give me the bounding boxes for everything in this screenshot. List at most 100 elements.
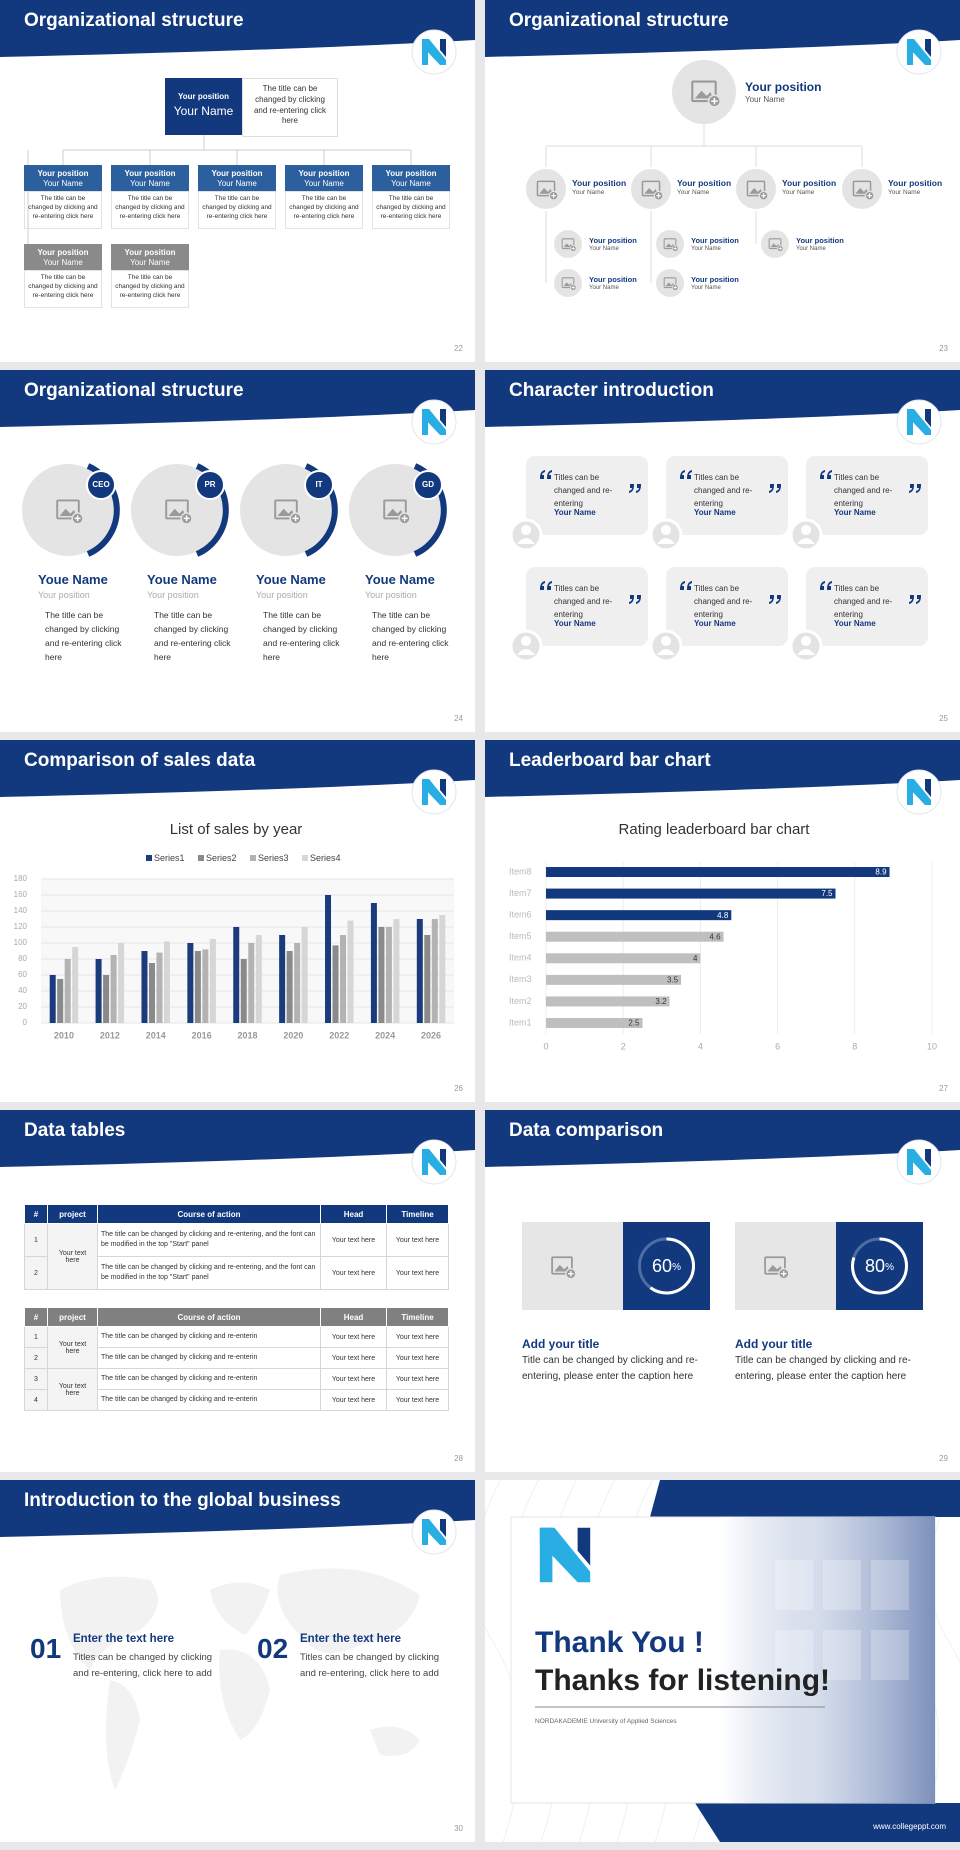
ring-label: 80% xyxy=(865,1256,894,1276)
timeline-cell: Your text here xyxy=(386,1389,449,1411)
bar xyxy=(439,915,446,1023)
table-row: 4 The title can be changed by clicking an… xyxy=(24,1389,449,1411)
thanks-title: Thank You ! xyxy=(535,1626,704,1659)
card xyxy=(806,456,928,535)
slide: 60% 80% Data comparison 29 Add your title Tit… xyxy=(485,1110,960,1472)
photo xyxy=(721,1517,935,1803)
timeline-cell: Your text here xyxy=(386,1368,449,1390)
sub-name: Your Name xyxy=(589,285,619,291)
header-cell: # xyxy=(24,1204,48,1224)
avatar-head xyxy=(661,525,671,535)
y-tick-label: Item7 xyxy=(509,888,532,898)
bar xyxy=(546,953,701,964)
sub-name: Your Name xyxy=(589,246,619,252)
avatar-body xyxy=(797,538,815,544)
member-position: Your position xyxy=(782,178,837,188)
member-name: Your Name xyxy=(782,189,815,196)
data-label: 3.5 xyxy=(667,975,679,984)
member-name: Your Name xyxy=(43,258,83,267)
sub-name: Your Name xyxy=(691,285,721,291)
member-position: Your position xyxy=(124,248,176,257)
slide-title: Leaderboard bar chart xyxy=(509,750,711,771)
data-label: 8.9 xyxy=(875,868,887,877)
map-shape xyxy=(106,1680,140,1790)
image-icon xyxy=(292,515,299,522)
card-quote: Titles can be changed and re-entering xyxy=(694,584,753,619)
bar xyxy=(546,888,836,899)
photo-window xyxy=(823,1630,861,1680)
item-title: Enter the text here xyxy=(73,1633,174,1645)
slide-title: Organizational structure xyxy=(24,10,244,31)
slide: Organizational structure 23 Your position Y… xyxy=(485,0,960,362)
bar xyxy=(209,939,216,1023)
image-icon xyxy=(778,246,782,251)
x-tick-label: 0 xyxy=(543,1041,548,1051)
slide-canvas xyxy=(485,1480,960,1842)
card-quote: Titles can be changed and re-entering xyxy=(834,584,893,619)
header-cell: Timeline xyxy=(386,1307,449,1327)
header-cell: # xyxy=(24,1307,48,1327)
item-title: Enter the text here xyxy=(300,1633,401,1645)
x-tick-label: 2014 xyxy=(146,1030,166,1040)
logo-mark xyxy=(422,409,446,435)
image-icon xyxy=(770,243,780,248)
y-tick-label: 40 xyxy=(18,986,27,995)
quote-open xyxy=(680,470,692,479)
bar xyxy=(118,943,125,1023)
thanks-subtitle: Thanks for listening! xyxy=(535,1664,831,1697)
timeline-cell: Your text here xyxy=(386,1326,449,1348)
bar xyxy=(194,951,201,1023)
quote-close xyxy=(909,595,921,604)
slide-title: Comparison of sales data xyxy=(24,750,256,771)
person-name: Youe Name xyxy=(38,572,108,587)
image-icon xyxy=(561,277,575,289)
card xyxy=(526,567,648,646)
logo-mark xyxy=(422,1519,446,1545)
bar xyxy=(240,959,247,1023)
member-position: Your position xyxy=(385,169,437,178)
member-photo xyxy=(840,167,884,211)
legend-label: Series4 xyxy=(310,853,341,863)
quote-open xyxy=(820,581,832,590)
member-header: Your position Your Name xyxy=(111,244,189,270)
value-box xyxy=(836,1222,923,1310)
image-icon xyxy=(165,499,189,520)
ring-number: 60 xyxy=(652,1256,672,1276)
legend-swatch xyxy=(250,855,256,861)
row-number: 1 xyxy=(24,1326,48,1348)
page-number: 30 xyxy=(454,1824,463,1833)
bar xyxy=(202,949,209,1023)
head-cell: Your text here xyxy=(320,1347,387,1369)
sub-photo xyxy=(552,267,584,299)
member-header: Your position Your Name xyxy=(111,165,189,191)
url: www.collegeppt.com xyxy=(873,1822,946,1831)
data-label: 4 xyxy=(693,954,698,963)
card-name: Your Name xyxy=(694,619,736,628)
head-position: Your position xyxy=(178,92,229,101)
head-cell: Your text here xyxy=(320,1389,387,1411)
sub-position: Your position xyxy=(589,236,637,245)
slide-title: Organizational structure xyxy=(24,380,244,401)
y-tick-label: Item5 xyxy=(509,931,532,941)
course-cell: The title can be changed by clicking and… xyxy=(97,1347,321,1369)
badge xyxy=(86,470,116,500)
y-tick-label: Item8 xyxy=(509,866,532,876)
legend-swatch xyxy=(146,855,152,861)
card-quote: Titles can be changed and re-entering xyxy=(554,473,613,508)
image-icon xyxy=(277,508,295,516)
bar xyxy=(332,945,339,1023)
logo-mark xyxy=(907,779,931,805)
x-tick-label: 6 xyxy=(775,1041,780,1051)
timeline-cell: Your text here xyxy=(386,1223,449,1257)
bar xyxy=(546,867,890,878)
image-icon xyxy=(665,282,675,287)
person-position: Your position xyxy=(365,590,417,600)
bar xyxy=(385,927,392,1023)
slide: List of sales by year Series1 Series2 Serie… xyxy=(0,740,475,1102)
course-cell: The title can be changed by clicking and… xyxy=(97,1368,321,1390)
head-position: Your position xyxy=(745,80,822,94)
image-icon xyxy=(764,1256,786,1275)
header-cell: project xyxy=(47,1307,98,1327)
image-icon xyxy=(867,193,872,199)
head-cell: Your text here xyxy=(320,1256,387,1290)
